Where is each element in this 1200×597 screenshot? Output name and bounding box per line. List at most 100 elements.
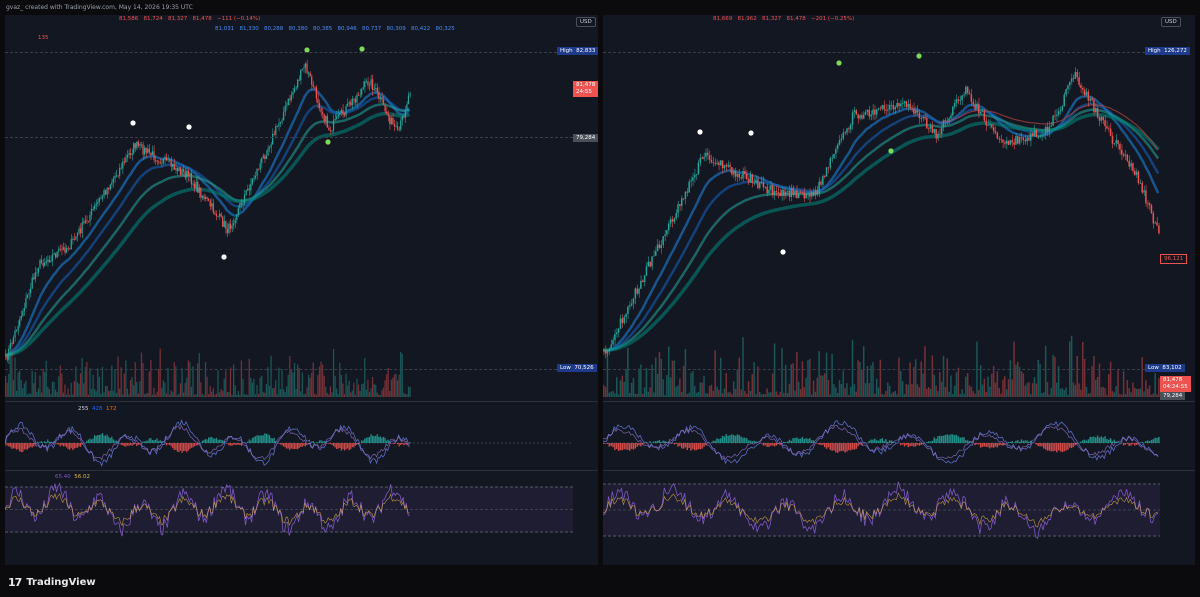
macd-histogram-bar [76,443,79,448]
candle-body [723,165,726,169]
macd-histogram-bar [50,441,52,443]
volume-bar [232,364,235,397]
volume-bar [632,377,635,397]
candle-body [662,236,664,245]
candle-body [952,106,954,116]
macd-histogram-bar [332,443,335,447]
macd-histogram-bar [688,443,690,448]
macd-histogram-bar [1028,441,1030,443]
volume-bar [820,375,822,397]
candle-body [1072,78,1075,80]
volume-bar [855,391,857,397]
volume-bar [198,353,200,397]
volume-bar [78,383,80,397]
macd-histogram-bar [693,443,696,451]
macd-histogram-bar [716,438,718,443]
macd-signal-line [5,424,410,461]
volume-bar [898,357,900,397]
volume-bar [168,394,171,397]
macd-histogram-bar [801,436,804,443]
volume-bar [744,390,746,397]
candle-body [697,162,700,175]
pivot-marker [186,124,192,130]
macd-histogram-bar [695,443,698,451]
candle-body [1139,182,1142,184]
macd-histogram-bar [723,436,726,443]
candle-body [165,157,168,161]
right-chart-canvas[interactable] [603,15,1195,565]
candle-body [898,102,900,107]
candle-body [323,114,325,122]
macd-histogram-bar [53,440,55,443]
volume-bar [86,362,88,397]
volume-bar [346,385,349,397]
volume-bar [304,393,307,397]
macd-histogram-bar [22,443,24,452]
candle-body [1145,190,1147,204]
candle-body [361,88,363,95]
macd-histogram-bar [201,440,204,443]
macd-histogram-bar [632,443,635,450]
volume-bar [407,386,410,397]
candle-body [1022,137,1025,141]
volume-bar [14,357,16,397]
volume-bar [176,394,179,397]
candle-body [994,131,997,133]
left-chart-canvas[interactable] [5,15,598,565]
candle-body [651,256,653,267]
left-chart-panel[interactable]: 81,586 81,724 81,327 81,478 −111 (−0.14%… [5,15,598,565]
candle-body [922,117,924,119]
candle-body [1080,84,1082,89]
volume-bar [853,384,856,397]
left-currency-button[interactable]: USD [576,17,596,27]
volume-bar [612,391,614,397]
macd-histogram-bar [147,440,149,443]
tradingview-brand-text: TradingView [26,577,96,588]
volume-bar [50,393,52,397]
candle-body [112,178,114,183]
candle-body [97,201,99,204]
candle-body [900,103,902,107]
macd-histogram-bar [818,443,820,445]
candle-body [710,159,713,163]
candle-body [1156,222,1158,226]
volume-bar [214,394,216,397]
right-chart-panel[interactable]: 81,669 81,962 81,327 81,478 −201 (−0.25%… [603,15,1195,565]
candle-body [1098,117,1101,121]
volume-bar [1137,388,1140,397]
volume-bar [190,386,193,397]
volume-bar [1059,388,1062,397]
candle-body [989,124,991,126]
volume-bar [840,383,843,397]
candle-body [907,103,909,107]
volume-bar [153,387,155,397]
tradingview-logo[interactable]: 17 TradingView [8,576,96,589]
left-ma-value: 80,737 [362,26,382,32]
macd-histogram-bar [721,435,724,443]
volume-bar [937,391,939,397]
candle-body [953,103,956,107]
volume-bar [727,392,729,397]
candle-body [1018,137,1021,144]
candle-body [732,170,735,175]
candle-body [660,244,663,248]
volume-bar [736,369,739,397]
macd-histogram-bar [9,443,11,448]
right-currency-button[interactable]: USD [1161,17,1181,27]
pivot-marker [780,249,786,255]
volume-bar [126,388,129,397]
candle-body [692,177,694,181]
volume-bar [54,389,57,397]
volume-bar [979,365,982,397]
macd-histogram-bar [697,443,700,450]
candle-body [755,179,757,183]
candle-body [708,155,711,160]
macd-histogram-bar [679,443,681,447]
macd-histogram-bar [948,435,950,443]
macd-histogram-bar [336,443,338,450]
left-low: 81,327 [168,16,188,22]
macd-histogram-bar [134,443,136,444]
candle-body [796,190,798,198]
macd-histogram-bar [1070,443,1073,449]
volume-bar [848,394,850,397]
